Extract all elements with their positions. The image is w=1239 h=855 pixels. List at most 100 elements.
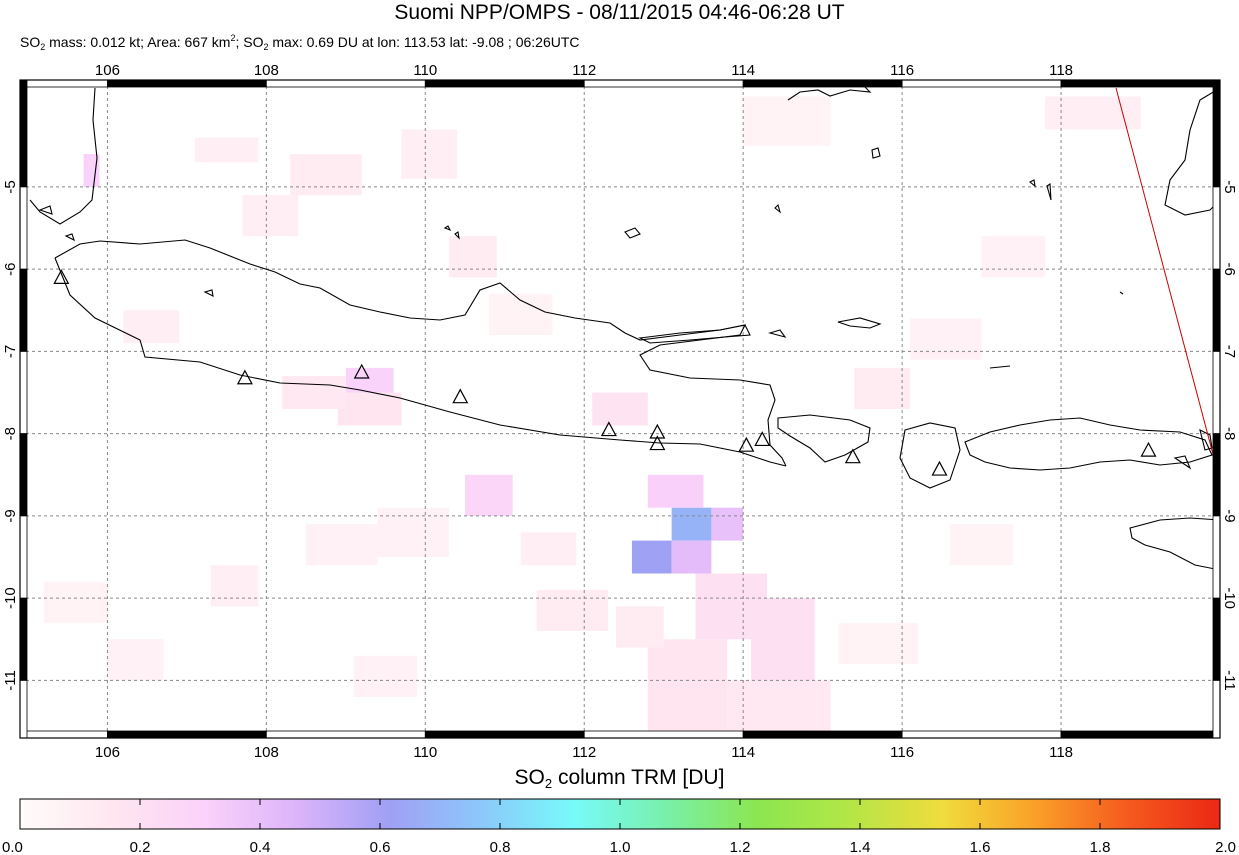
so2-cell-28: [743, 96, 831, 146]
mass-text: mass: 0.012 kt; Area: 667 km: [45, 34, 231, 50]
frame-segment-left: [19, 351, 28, 435]
so2-statistics: SO2 mass: 0.012 kt; Area: 667 km2; SO2 m…: [20, 33, 580, 52]
frame-segment-top: [901, 79, 1062, 88]
so2-cell-16: [290, 154, 362, 196]
lon-tick-label-top: 118: [1049, 62, 1073, 79]
sumatra-coast: [29, 87, 98, 225]
colorbar-title-suffix: column TRM [DU]: [552, 766, 725, 789]
colorbar-tick-label: 0.8: [490, 839, 511, 855]
volcano-marker-1: [236, 369, 253, 385]
volcano-marker-8: [754, 431, 771, 447]
so2-cell-7: [83, 154, 100, 187]
frame-segment-left: [19, 597, 28, 681]
volcano-marker-10: [931, 460, 948, 476]
frame-segment-left: [19, 515, 28, 599]
so2-cell-25: [910, 318, 982, 360]
colorbar-tick-label: 0.2: [130, 839, 151, 855]
frame-segment-top: [1060, 79, 1221, 88]
colorbar-tick-label: 1.4: [850, 839, 871, 855]
lat-tick-label-left: -7: [2, 345, 19, 358]
bawean-coast: [624, 227, 641, 239]
mass-prefix: SO: [20, 34, 41, 50]
frame-segment-top: [583, 79, 744, 88]
so2-cell-13: [337, 392, 402, 426]
colorbar-title-prefix: SO: [514, 766, 545, 789]
colorbar-ticks: 0.0 0.2 0.4 0.6 0.8 1.0 1.2 1.4 1.6 1.8 2.0: [2, 799, 1236, 855]
lat-tick-label-left: -5: [2, 180, 19, 193]
lat-tick-label-left: -10: [2, 587, 19, 609]
java-south-coast: [54, 257, 787, 467]
colorbar-tick-label: 1.0: [610, 839, 631, 855]
volcano-marker-9: [844, 448, 861, 464]
so2-cell-26: [981, 236, 1046, 278]
colorbar-tick-label: 1.8: [1090, 839, 1111, 855]
frame-segment-bottom: [901, 730, 1062, 739]
lombok-coast: [899, 422, 961, 489]
so2-cell-32: [107, 639, 164, 681]
lon-tick-label-bottom: 112: [572, 744, 596, 761]
frame-segment-left: [19, 186, 28, 270]
frame-segment-right: [1212, 433, 1221, 517]
so2-cell-30: [377, 507, 450, 558]
small-islands: [38, 147, 1213, 470]
so2-cell-1: [671, 507, 712, 541]
lon-tick-label-bottom: 106: [95, 744, 120, 761]
so2-cell-18: [449, 236, 497, 278]
lat-tick-label-left: -8: [2, 427, 19, 440]
so2-cell-14: [282, 376, 346, 409]
lon-tick-label-bottom: 118: [1049, 744, 1073, 761]
colorbar-tick-label: 2.0: [1215, 839, 1236, 855]
frame-segment-right: [1212, 680, 1221, 739]
so2-cell-33: [353, 655, 418, 697]
volcano-marker-11: [1140, 441, 1157, 457]
so2-cell-8: [592, 392, 648, 426]
so2-cell-35: [949, 524, 1014, 566]
so2-cell-4: [647, 474, 704, 508]
kalimantan-coast: [787, 81, 872, 101]
volcano-marker-3: [452, 388, 469, 404]
frame-segment-top: [424, 79, 585, 88]
lat-tick-label-right: -11: [1221, 670, 1238, 691]
max-subscript: 2: [263, 42, 269, 52]
area-superscript: 2: [230, 33, 236, 43]
colorbar-title-subscript: 2: [544, 776, 553, 791]
colorbar-title: SO2 column TRM [DU]: [0, 766, 1239, 791]
lon-tick-label-top: 116: [890, 62, 914, 79]
frame-segment-bottom: [107, 730, 267, 739]
so2-cell-12: [727, 680, 831, 738]
volcano-marker-5: [649, 423, 666, 439]
lon-tick-label-top: 106: [95, 62, 120, 79]
lon-tick-label-top: 110: [413, 62, 437, 79]
frame-segment-bottom: [19, 730, 108, 739]
so2-cell-10: [751, 598, 815, 681]
frame-segment-bottom: [742, 730, 903, 739]
frame-segment-left: [19, 268, 28, 352]
so2-cell-24: [854, 367, 911, 409]
frame-segment-left: [19, 79, 28, 188]
lon-tick-label-bottom: 116: [890, 744, 914, 761]
max-prefix: ; SO: [235, 34, 264, 50]
coastlines: [29, 81, 1220, 571]
so2-cell-11: [647, 639, 728, 738]
sumba-coast: [1129, 517, 1220, 571]
lon-tick-label-top: 112: [572, 62, 596, 79]
frame-segment-top: [742, 79, 903, 88]
sulawesi-coast: [1164, 87, 1220, 216]
map-title: Suomi NPP/OMPS - 08/11/2015 04:46-06:28 …: [394, 1, 845, 24]
frame-segment-left: [19, 433, 28, 517]
so2-cell-3: [711, 507, 744, 541]
volcano-marker-6: [649, 435, 666, 451]
lat-tick-label-right: -5: [1221, 180, 1238, 193]
bali-coast: [777, 414, 871, 463]
so2-cell-19: [242, 195, 299, 237]
colorbar-tick-label: 0.6: [370, 839, 391, 855]
so2-cell-34: [838, 622, 919, 664]
so2-cell-20: [123, 310, 179, 344]
frame-segment-right: [1212, 186, 1221, 270]
frame-segment-bottom: [1060, 730, 1221, 739]
sumbawa-coast: [964, 417, 1213, 471]
lat-tick-label-right: -6: [1221, 263, 1238, 276]
frame-segment-top: [107, 79, 267, 88]
colorbar-tick-label: 0.4: [250, 839, 271, 855]
